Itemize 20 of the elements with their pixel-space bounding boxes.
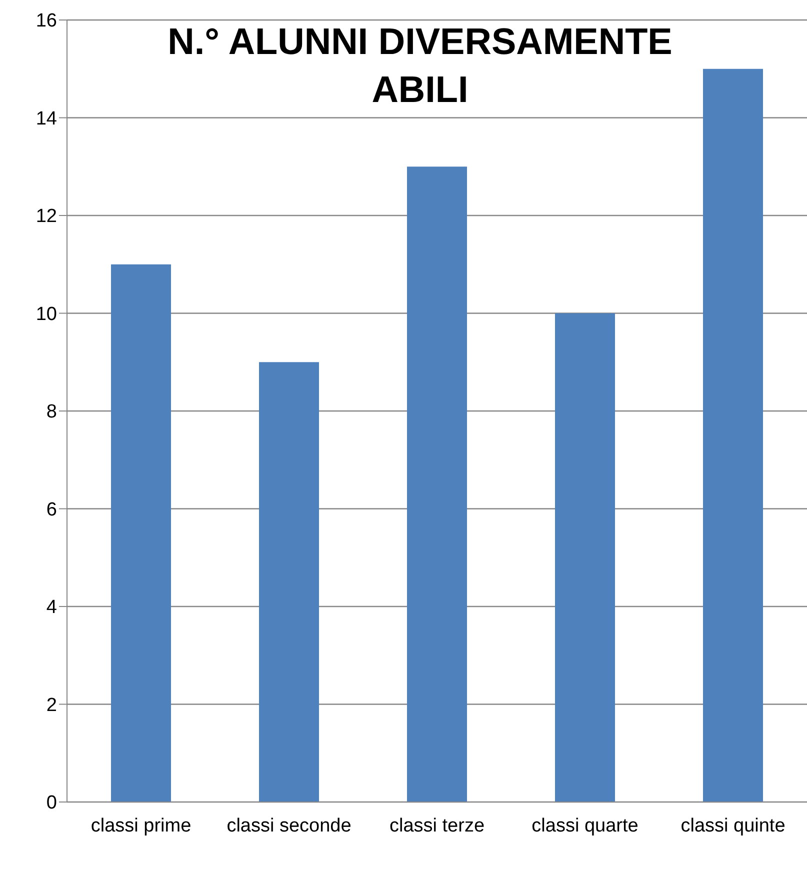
y-tick-label: 10 [36, 304, 57, 325]
bar [407, 166, 467, 802]
y-tick-label: 12 [36, 206, 57, 228]
y-tick-label: 2 [46, 694, 57, 716]
x-tick-label: classi prime [90, 815, 192, 836]
y-tick-label: 8 [46, 402, 57, 423]
y-tick-label: 16 [36, 10, 57, 32]
bar [703, 68, 763, 802]
bar [555, 313, 615, 802]
y-tick-label: 4 [46, 597, 58, 618]
x-tick-label: classi terze [389, 815, 485, 836]
y-tick-label: 6 [46, 499, 57, 520]
y-tick-label: 0 [46, 792, 57, 814]
x-tick-label: classi quarte [532, 815, 638, 836]
bar [259, 362, 319, 802]
text: N.° ALUNNI DIVERSAMENTE ABILI [166, 20, 674, 112]
x-tick-label: classi seconde [226, 815, 352, 836]
x-tick-label: classi quinte [680, 815, 786, 836]
bar [111, 264, 171, 802]
y-tick-label: 14 [36, 108, 58, 130]
